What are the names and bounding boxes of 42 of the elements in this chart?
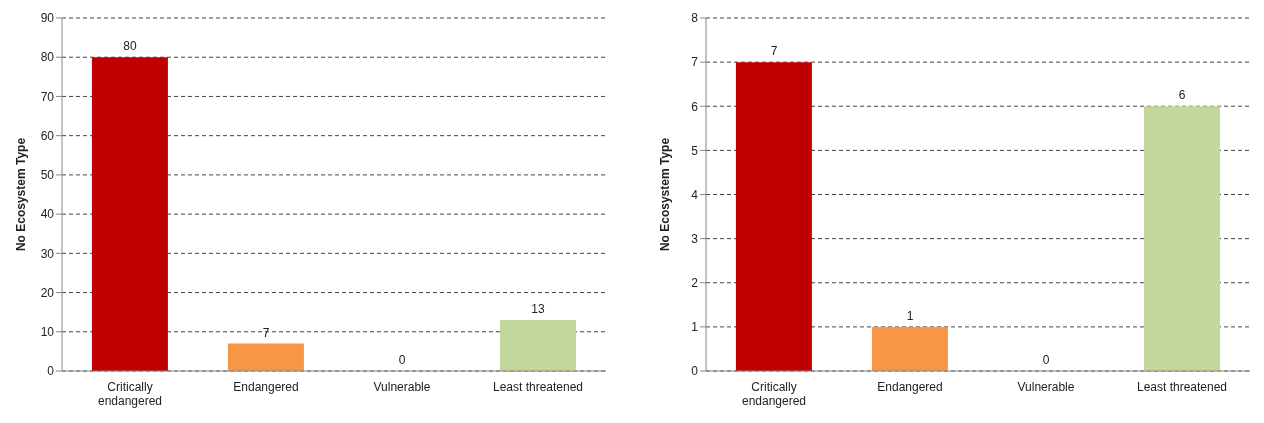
bar bbox=[871, 326, 948, 371]
bar bbox=[735, 62, 812, 371]
x-tick-label: Least threatened bbox=[492, 380, 584, 394]
y-tick-label: 30 bbox=[40, 246, 55, 261]
data-label: 1 bbox=[906, 308, 914, 323]
data-label: 7 bbox=[770, 44, 778, 59]
x-tick-label: Endangered bbox=[233, 380, 299, 394]
y-tick-label: 0 bbox=[47, 364, 55, 379]
y-axis-title: No Ecosystem Type bbox=[14, 137, 29, 252]
y-tick-label: 3 bbox=[691, 231, 699, 246]
y-tick-label: 80 bbox=[40, 50, 55, 65]
x-tick-label: Vulnerable bbox=[373, 380, 431, 394]
data-label: 80 bbox=[123, 39, 137, 54]
y-tick-label: 5 bbox=[691, 143, 699, 158]
y-tick-label: 0 bbox=[691, 364, 699, 379]
x-tick-label: Endangered bbox=[877, 380, 943, 394]
x-tick-label: Critically endangered bbox=[97, 380, 163, 408]
bar bbox=[91, 57, 168, 371]
y-tick-label: 1 bbox=[691, 320, 699, 335]
y-tick-label: 10 bbox=[40, 325, 55, 340]
y-tick-label: 60 bbox=[40, 128, 55, 143]
y-tick-label: 6 bbox=[691, 99, 699, 114]
y-tick-label: 50 bbox=[40, 168, 55, 183]
data-label: 0 bbox=[398, 353, 406, 367]
y-tick-label: 70 bbox=[40, 89, 55, 104]
bar bbox=[499, 320, 576, 371]
data-label: 0 bbox=[1042, 353, 1050, 367]
bar bbox=[227, 343, 304, 371]
x-tick-label: Least threatened bbox=[1136, 380, 1228, 394]
y-tick-label: 90 bbox=[40, 11, 55, 26]
data-label: 13 bbox=[531, 302, 545, 317]
y-tick-label: 7 bbox=[691, 55, 699, 70]
y-tick-label: 2 bbox=[691, 276, 699, 291]
x-tick-label: Critically endangered bbox=[741, 380, 807, 408]
y-tick-label: 4 bbox=[691, 187, 699, 202]
data-label: 6 bbox=[1178, 88, 1186, 103]
y-axis-title: No Ecosystem Type bbox=[658, 137, 673, 252]
x-tick-label: Vulnerable bbox=[1017, 380, 1075, 394]
bar bbox=[1143, 106, 1220, 371]
y-tick-label: 40 bbox=[40, 207, 55, 222]
y-tick-label: 8 bbox=[691, 11, 699, 26]
y-tick-label: 20 bbox=[40, 285, 55, 300]
